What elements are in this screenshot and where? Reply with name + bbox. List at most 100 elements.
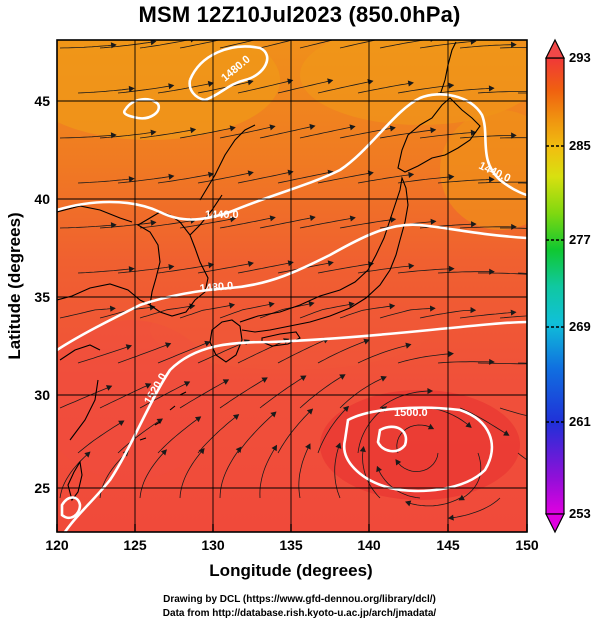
streamline (339, 218, 396, 229)
contour-north-blob (188, 45, 269, 102)
streamline-arrowhead (110, 132, 117, 139)
streamline-arrowhead (128, 176, 135, 183)
streamline (157, 173, 214, 184)
x-tick-labels: 120 125 130 135 140 145 150 (45, 537, 539, 553)
streamline-arrowhead (408, 263, 415, 270)
streamline (395, 452, 439, 473)
streamline-arrowhead (309, 215, 316, 222)
streamline (277, 338, 329, 364)
streamline (357, 265, 414, 274)
streamline-arrowhead (125, 344, 132, 351)
streamline (334, 443, 341, 499)
streamline (499, 315, 527, 319)
streamline (179, 40, 221, 49)
contour-low-inner (376, 425, 408, 453)
streamline-arrowhead (569, 92, 574, 97)
streamline-arrowhead (247, 260, 254, 267)
streamline (139, 129, 196, 139)
streamline (179, 448, 205, 499)
streamline-arrowhead (305, 443, 311, 450)
y-tick-label: 25 (34, 480, 50, 496)
streamline-arrowhead (470, 221, 477, 228)
streamline-arrowhead (261, 377, 268, 383)
streamline-arrowhead (156, 418, 163, 425)
streamline-arrowhead (447, 514, 454, 521)
streamline-arrowhead (208, 262, 215, 269)
streamline-arrowhead (270, 411, 277, 418)
streamline (59, 134, 116, 139)
streamline-arrowhead (342, 405, 349, 413)
streamline-arrowhead (503, 430, 510, 436)
colorbar-label: 285 (569, 138, 591, 153)
streamline-arrowhead (168, 173, 175, 180)
streamline (405, 497, 461, 507)
streamline (397, 84, 454, 94)
streamline (357, 344, 411, 364)
streamline-arrowhead (110, 222, 117, 229)
streamline (179, 218, 236, 229)
contour-label: 1480.0 (199, 280, 234, 295)
manchuria-coast (199, 124, 256, 201)
streamline-arrowhead (230, 40, 232, 41)
streamline-arrowhead (350, 34, 355, 39)
streamline-arrowhead (109, 305, 116, 312)
streamline (197, 414, 239, 454)
height-contours (57, 45, 527, 532)
y-tick-label: 45 (34, 93, 50, 109)
streamline (459, 452, 482, 501)
streamline-arrowhead (222, 379, 230, 385)
streamline-arrowhead (150, 129, 157, 136)
contour-1520-line (63, 320, 527, 532)
streamline (99, 41, 156, 49)
streamline (477, 91, 527, 94)
streamline (379, 40, 427, 49)
streamline (277, 79, 333, 94)
streamline-arrowhead (235, 446, 242, 453)
taiwan-coastline (67, 460, 83, 502)
streamline (219, 446, 242, 499)
streamline-arrowhead (530, 180, 535, 185)
streamline (117, 266, 174, 274)
china-coast (57, 205, 151, 441)
streamline-arrowhead (448, 265, 455, 272)
streamline (339, 127, 396, 139)
streamline (299, 217, 356, 229)
streamline (157, 341, 210, 364)
streamline (59, 44, 116, 49)
streamline (139, 449, 167, 499)
map-title: MSM 12Z10Jul2023 (850.0hPa) (138, 2, 461, 27)
streamline-arrowhead (144, 383, 152, 389)
streamline (179, 127, 236, 139)
streamline (299, 40, 335, 49)
streamline-arrowhead (198, 447, 205, 455)
colorbar-label: 293 (569, 50, 591, 65)
streamline (157, 416, 201, 454)
streamline-arrowhead (349, 124, 356, 131)
streamline-arrowhead (458, 494, 465, 501)
streamline-arrowhead (204, 340, 211, 347)
streamline (237, 338, 289, 364)
streamline (299, 303, 354, 319)
colorbar: 293 285 277 269 261 253 (545, 38, 591, 534)
streamline (339, 305, 395, 319)
streamline-arrowhead (128, 266, 135, 273)
streamline-arrowhead (390, 40, 391, 41)
streamline-arrowhead (327, 78, 334, 85)
streamline (437, 361, 495, 364)
streamline (259, 302, 314, 319)
y-tick-label: 35 (34, 289, 50, 305)
streamline (259, 375, 307, 409)
x-tick-label: 145 (436, 537, 460, 553)
streamline (237, 79, 293, 94)
streamline-arrowhead (110, 42, 117, 49)
contour-label: 1500.0 (394, 407, 428, 419)
streamline (499, 137, 527, 139)
contour-label: 1440.0 (205, 209, 239, 221)
streamline-arrowhead (390, 216, 397, 223)
streamline (157, 82, 214, 94)
streamline (139, 219, 196, 229)
streamline-arrowhead (510, 309, 517, 316)
streamline-arrowhead (194, 416, 202, 423)
streamline (437, 271, 494, 274)
streamline-arrowhead (408, 171, 415, 179)
